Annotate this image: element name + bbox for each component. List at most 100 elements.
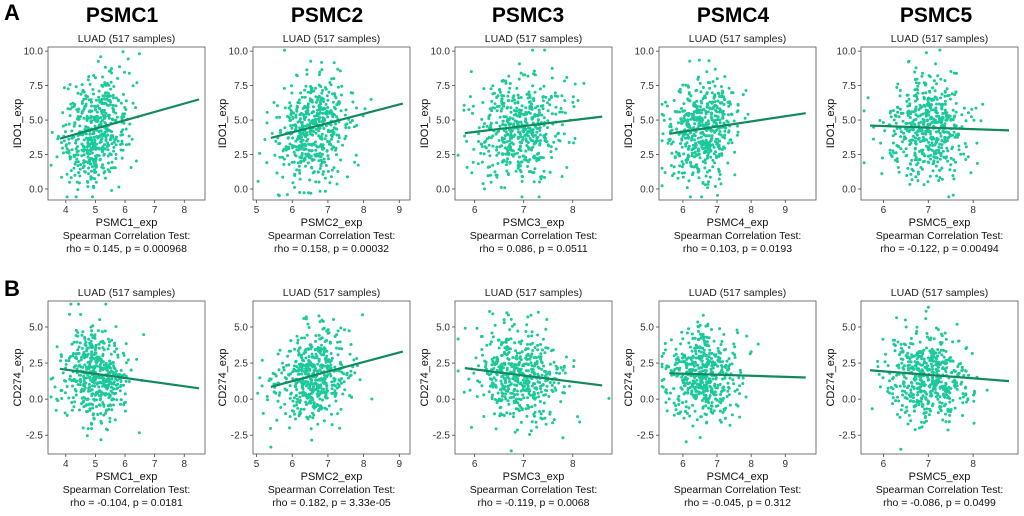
data-point	[962, 152, 966, 156]
data-point	[718, 327, 722, 331]
data-point	[706, 343, 710, 347]
data-point	[297, 148, 300, 152]
data-point	[516, 166, 520, 170]
data-point	[697, 366, 701, 370]
data-point	[67, 151, 71, 155]
data-point	[305, 154, 309, 158]
data-point	[76, 348, 80, 352]
data-point	[114, 157, 118, 160]
data-point	[506, 313, 510, 317]
data-point	[79, 92, 83, 96]
data-point	[84, 132, 88, 136]
data-point	[540, 417, 544, 421]
data-point	[114, 383, 118, 387]
stat-test-title: Spearman Correlation Test:	[876, 230, 1004, 242]
data-point	[307, 191, 311, 195]
data-point	[85, 349, 88, 353]
data-point	[701, 362, 705, 366]
data-point	[508, 412, 512, 416]
data-point	[343, 113, 347, 117]
data-point	[112, 166, 116, 170]
data-point	[937, 117, 941, 121]
data-point	[76, 330, 80, 334]
data-point	[337, 347, 341, 351]
data-point	[260, 384, 264, 388]
data-point	[660, 362, 664, 366]
data-point	[515, 86, 519, 90]
data-point	[301, 387, 305, 391]
data-point	[736, 102, 740, 106]
data-point	[78, 167, 82, 171]
data-point	[700, 359, 704, 363]
data-point	[323, 137, 327, 141]
data-point	[526, 396, 530, 400]
data-point	[274, 391, 278, 395]
data-point	[477, 126, 481, 130]
data-point	[719, 351, 722, 355]
data-point	[922, 103, 926, 107]
data-point	[685, 120, 689, 124]
data-point	[546, 109, 550, 113]
data-point	[689, 362, 693, 366]
data-point	[94, 156, 98, 160]
data-point	[514, 349, 518, 353]
data-point	[678, 110, 681, 114]
x-tick-label: 8	[570, 205, 576, 216]
data-point	[674, 358, 678, 361]
data-point	[893, 132, 897, 136]
data-point	[63, 391, 67, 395]
data-point	[487, 149, 491, 153]
data-point	[964, 145, 968, 149]
data-point	[329, 83, 333, 87]
data-point	[866, 96, 870, 100]
data-point	[538, 400, 542, 403]
data-point	[505, 163, 508, 167]
data-point	[278, 391, 282, 395]
data-point	[572, 105, 576, 109]
data-point	[128, 122, 132, 126]
data-point	[333, 94, 337, 98]
data-point	[67, 396, 71, 400]
data-point	[895, 127, 899, 130]
data-point	[309, 149, 313, 153]
data-point	[503, 186, 507, 190]
data-point	[706, 119, 710, 123]
data-point	[927, 140, 930, 144]
data-point	[122, 92, 125, 96]
data-point	[124, 127, 128, 131]
data-point	[732, 382, 736, 386]
data-point	[505, 169, 509, 173]
data-point	[104, 139, 108, 142]
y-axis-label: IDO1_exp	[825, 99, 837, 149]
data-point	[462, 108, 466, 112]
data-point	[554, 94, 557, 98]
data-point	[285, 193, 289, 197]
data-point	[936, 397, 940, 401]
data-point	[79, 163, 83, 167]
data-point	[719, 343, 723, 346]
data-point	[703, 115, 707, 119]
data-point	[705, 335, 709, 339]
data-point	[317, 129, 321, 133]
data-point	[728, 423, 732, 427]
data-point	[687, 136, 691, 139]
data-point	[501, 384, 505, 388]
data-point	[280, 371, 284, 375]
x-tick-label: 6	[472, 459, 478, 470]
plot-title: LUAD (517 samples)	[78, 287, 175, 299]
data-point	[115, 115, 119, 119]
points	[456, 48, 586, 199]
data-point	[560, 94, 564, 98]
data-point	[491, 92, 495, 96]
data-point	[475, 395, 479, 399]
plot-frame	[860, 300, 1019, 455]
data-point	[485, 343, 489, 347]
data-point	[305, 368, 308, 372]
data-point	[677, 368, 681, 372]
data-point	[81, 330, 85, 334]
data-point	[530, 334, 534, 338]
data-point	[517, 397, 521, 401]
data-point	[905, 154, 909, 157]
data-point	[563, 391, 566, 395]
data-point	[714, 118, 718, 122]
